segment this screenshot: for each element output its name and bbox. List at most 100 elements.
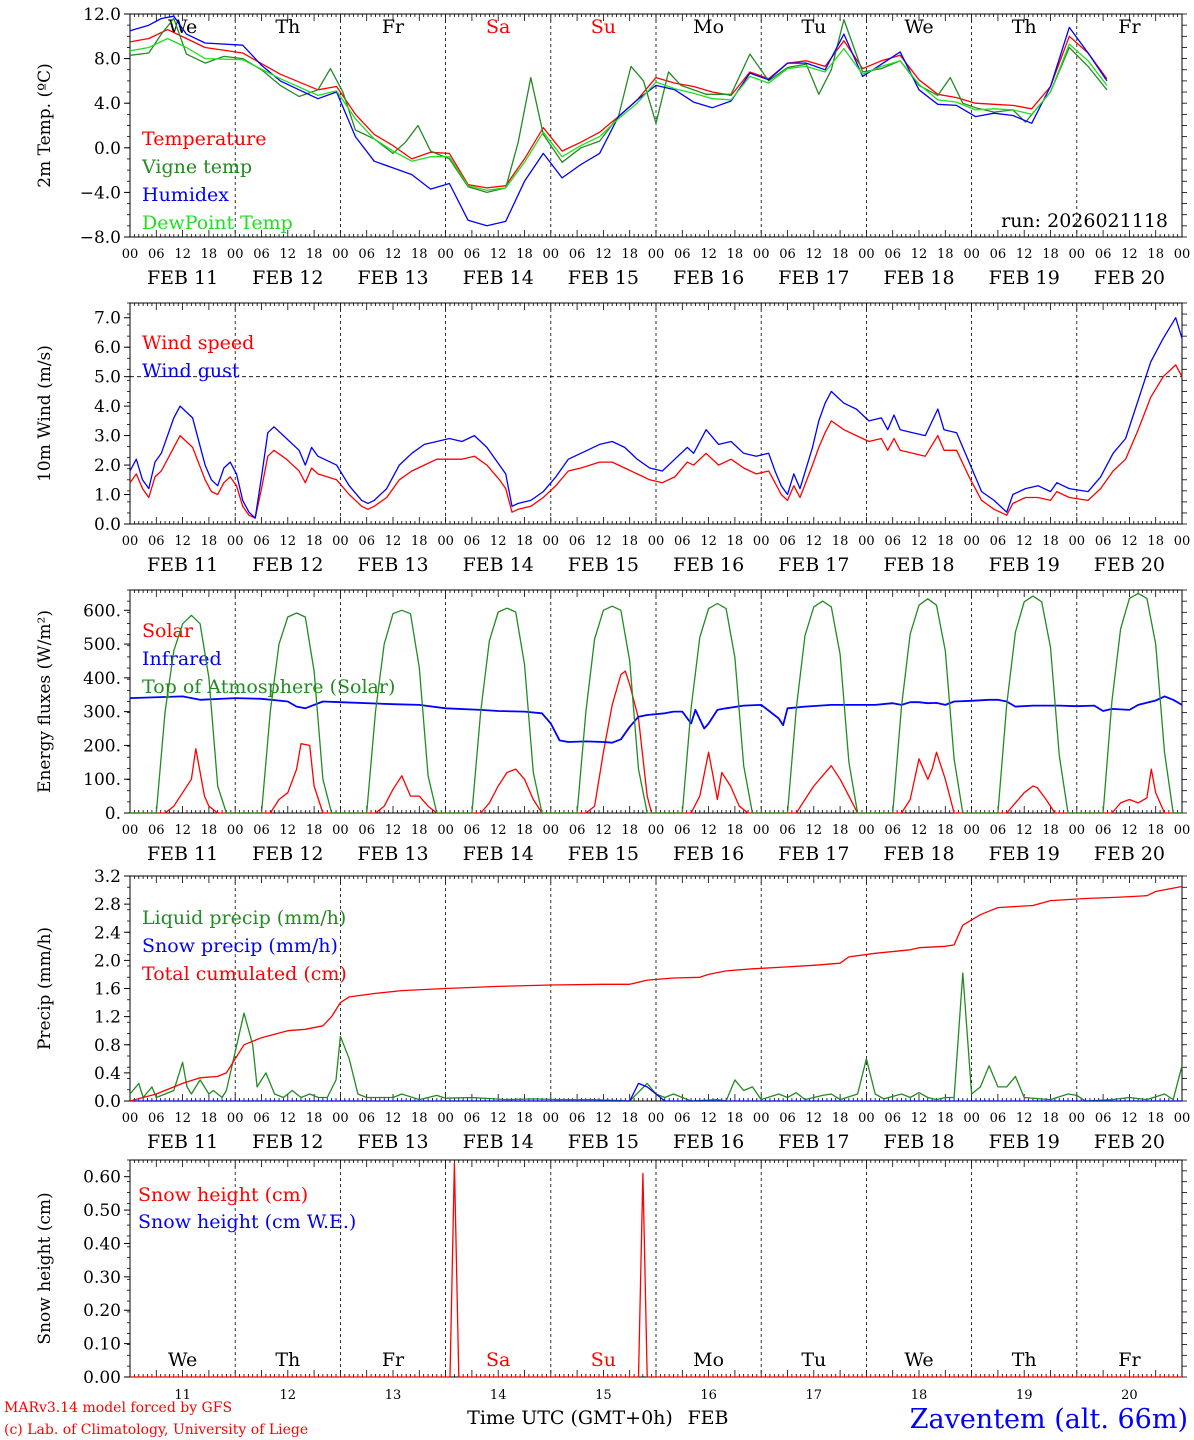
x-hour-label: 18 — [516, 247, 533, 262]
x-hour-label: 06 — [1095, 247, 1112, 262]
legend-entry: DewPoint Temp — [142, 212, 293, 234]
x-hour-label: 18 — [832, 247, 849, 262]
x-hour-label: 18 — [411, 534, 428, 549]
x-hour-label: 06 — [464, 823, 481, 838]
x-day-label: FEB 11 — [147, 843, 218, 865]
x-hour-label: 06 — [569, 534, 586, 549]
x-hour-label: 12 — [806, 1111, 823, 1126]
weekday-label: Th — [1012, 1349, 1037, 1371]
x-hour-label: 18 — [621, 823, 638, 838]
x-day-label: FEB 12 — [252, 1131, 323, 1153]
x-hour-label: 00 — [122, 534, 139, 549]
x-hour-label: 06 — [464, 534, 481, 549]
x-hour-label: 00 — [1174, 823, 1191, 838]
x-hour-label: 12 — [700, 1111, 717, 1126]
x-hour-label: 12 — [490, 534, 507, 549]
weekday-label: Su — [591, 1349, 616, 1371]
y-tick-label: 0.8 — [94, 1036, 121, 1056]
legend-entry: Liquid precip (mm/h) — [142, 907, 346, 929]
x-hour-label: 18 — [621, 247, 638, 262]
x-hour-label: 06 — [253, 247, 270, 262]
x-hour-label: 12 — [280, 823, 297, 838]
x-hour-label: 06 — [569, 247, 586, 262]
x-day-label: FEB 12 — [252, 267, 323, 289]
x-hour-label: 00 — [963, 823, 980, 838]
x-hour-label: 00 — [122, 247, 139, 262]
x-hour-label: 06 — [358, 1111, 375, 1126]
x-day-label: FEB 20 — [1094, 554, 1165, 576]
x-hour-label: 18 — [727, 823, 744, 838]
x-day-label: FEB 14 — [463, 843, 534, 865]
x-hour-label: 00 — [1174, 534, 1191, 549]
x-hour-label: 06 — [464, 1111, 481, 1126]
x-hour-label: 00 — [1069, 534, 1086, 549]
y-tick-label: 0.30 — [83, 1268, 121, 1288]
x-hour-label: 00 — [543, 823, 560, 838]
x-hour-label: 18 — [832, 823, 849, 838]
x-hour-label: 12 — [911, 1111, 928, 1126]
x-hour-label: 12 — [700, 534, 717, 549]
x-hour-label: 06 — [884, 1111, 901, 1126]
series-line-wind-gust — [129, 317, 1183, 519]
y-tick-label: −8.0 — [80, 228, 121, 248]
y-axis-label: Snow height (cm) — [35, 1192, 55, 1344]
weekday-label: Sa — [486, 16, 510, 38]
x-hour-label: 06 — [884, 534, 901, 549]
x-hour-label: 00 — [648, 1111, 665, 1126]
x-day-label: FEB 14 — [463, 267, 534, 289]
y-tick-label: 0.10 — [83, 1335, 121, 1355]
y-tick-label: 600. — [83, 601, 121, 621]
y-tick-label: 2.4 — [94, 923, 121, 943]
x-day-label: FEB 14 — [463, 554, 534, 576]
x-hour-label: 18 — [1147, 534, 1164, 549]
y-tick-label: 4.0 — [94, 397, 121, 417]
y-tick-label: 0. — [105, 804, 121, 824]
y-axis-label: Energy fluxes (W/m²) — [35, 610, 55, 793]
panel-4: 0.0 0.4 0.8 1.2 1.6 2.0 2.4 2.8 3.2 Precip (mm/h)… — [35, 867, 1190, 1153]
bottom-axis-title: Time UTC (GMT+0h) — [467, 1407, 673, 1429]
weekday-label: Fr — [1118, 16, 1141, 38]
weekday-label: Th — [275, 1349, 300, 1371]
series-line-dewpoint-temp — [129, 37, 1108, 191]
x-hour-label: 06 — [148, 1111, 165, 1126]
x-hour-label: 12 — [1121, 534, 1138, 549]
x-hour-label: 12 — [280, 1111, 297, 1126]
x-hour-label: 12 — [385, 1111, 402, 1126]
weekday-label: Mo — [693, 1349, 724, 1371]
x-hour-label: 12 — [806, 247, 823, 262]
series-line-solar — [130, 670, 1182, 814]
panels-group: −8.0 −4.0 0.0 4.0 8.0 12.0 2m Temp. (ºC) 00 06 12… — [35, 5, 1190, 1403]
x-hour-label: 00 — [332, 1111, 349, 1126]
weekday-label: Th — [1012, 16, 1037, 38]
x-hour-label: 00 — [227, 247, 244, 262]
x-hour-label: 12 — [490, 1111, 507, 1126]
x-hour-label: 12 — [174, 1111, 191, 1126]
x-hour-label: 18 — [937, 823, 954, 838]
x-hour-label: 18 — [306, 534, 323, 549]
y-tick-label: 300. — [83, 703, 121, 723]
x-hour-label: 12 — [385, 823, 402, 838]
x-hour-label: 12 — [385, 247, 402, 262]
weekday-label: Tu — [801, 1349, 826, 1371]
x-hour-label: 00 — [437, 1111, 454, 1126]
x-day-label: FEB 13 — [357, 843, 428, 865]
y-tick-label: 6.0 — [94, 338, 121, 358]
y-tick-label: 200. — [83, 736, 121, 756]
x-day-label: FEB 14 — [463, 1131, 534, 1153]
x-hour-label: 18 — [306, 247, 323, 262]
x-day-label: FEB 13 — [357, 554, 428, 576]
x-day-label: FEB 17 — [778, 1131, 849, 1153]
x-hour-label: 00 — [332, 823, 349, 838]
series-line-snow-precip-mm-h- — [130, 1082, 1182, 1102]
x-hour-label: 18 — [937, 1111, 954, 1126]
x-hour-label: 06 — [148, 823, 165, 838]
x-hour-label: 00 — [858, 247, 875, 262]
x-hour-label: 00 — [753, 1111, 770, 1126]
x-hour-label: 06 — [1095, 1111, 1112, 1126]
x-hour-label: 18 — [516, 1111, 533, 1126]
panel-3: 0. 100. 200. 300. 400. 500. 600. Energy fluxes … — [35, 589, 1191, 865]
legend-entry: Top of Atmosphere (Solar) — [142, 676, 395, 698]
bottom-day-number: 19 — [1016, 1388, 1033, 1403]
y-tick-label: 7.0 — [94, 309, 121, 329]
